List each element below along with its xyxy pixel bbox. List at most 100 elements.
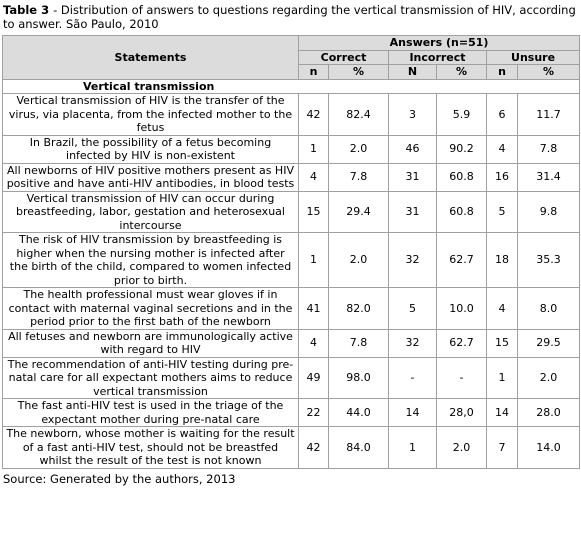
- value-cell: 2.0: [328, 134, 389, 164]
- table-row: All fetuses and newborn are immunologica…: [2, 328, 581, 358]
- table-row: The risk of HIV transmission by breastfe…: [2, 232, 581, 288]
- value-cell: 1: [298, 232, 329, 288]
- value-cell: 8.0: [516, 287, 581, 330]
- value-cell: 4: [298, 162, 329, 192]
- value-cell: 7.8: [328, 328, 389, 358]
- sub-header: %: [436, 64, 487, 80]
- statement-cell: In Brazil, the possibility of a fetus be…: [2, 134, 299, 164]
- value-cell: 42: [298, 426, 329, 469]
- value-cell: 2.0: [516, 356, 581, 399]
- value-cell: 16: [486, 162, 518, 192]
- value-cell: 7.8: [328, 162, 389, 192]
- value-cell: 5.9: [436, 93, 487, 136]
- value-cell: 5: [388, 287, 437, 330]
- value-cell: 4: [486, 287, 518, 330]
- value-cell: 5: [486, 190, 518, 233]
- value-cell: 7: [486, 426, 518, 469]
- value-cell: 84.0: [328, 426, 389, 469]
- value-cell: 60.8: [436, 190, 487, 233]
- value-cell: 14: [388, 398, 437, 427]
- table-row: The newborn, whose mother is waiting for…: [2, 426, 581, 469]
- value-cell: 31: [388, 190, 437, 233]
- value-cell: 15: [298, 190, 329, 233]
- value-cell: 28,0: [436, 398, 487, 427]
- statement-cell: The risk of HIV transmission by breastfe…: [2, 232, 299, 288]
- value-cell: 14.0: [516, 426, 581, 469]
- group-header: Incorrect: [388, 49, 487, 65]
- table-row: All newborns of HIV positive mothers pre…: [2, 162, 581, 192]
- value-cell: 31.4: [516, 162, 581, 192]
- statement-cell: All newborns of HIV positive mothers pre…: [2, 162, 299, 192]
- sub-header: n: [486, 64, 518, 80]
- sub-header: %: [328, 64, 389, 80]
- value-cell: 29.4: [328, 190, 389, 233]
- source: Source: Generated by the authors, 2013: [3, 471, 236, 486]
- value-cell: 11.7: [516, 93, 581, 136]
- value-cell: 2.0: [328, 232, 389, 288]
- table-row: The health professional must wear gloves…: [2, 287, 581, 330]
- statement-cell: The newborn, whose mother is waiting for…: [2, 426, 299, 469]
- value-cell: 60.8: [436, 162, 487, 192]
- value-cell: 35.3: [516, 232, 581, 288]
- caption-label: Table 3: [3, 3, 50, 17]
- value-cell: -: [388, 356, 437, 399]
- table-row: Vertical transmission of HIV is the tran…: [2, 93, 581, 136]
- statement-cell: Vertical transmission of HIV can occur d…: [2, 190, 299, 233]
- value-cell: 44.0: [328, 398, 389, 427]
- statement-cell: The fast anti-HIV test is used in the tr…: [2, 398, 299, 427]
- value-cell: 28.0: [516, 398, 581, 427]
- page: Table 3- Distribution of answers to ques…: [0, 3, 581, 554]
- value-cell: 4: [486, 134, 518, 164]
- value-cell: 18: [486, 232, 518, 288]
- value-cell: 1: [298, 134, 329, 164]
- statements-header: Statements: [2, 35, 299, 80]
- value-cell: 29.5: [516, 328, 581, 358]
- table: Statements Answers (n=51) Correct Incorrec…: [1, 35, 581, 469]
- value-cell: 15: [486, 328, 518, 358]
- value-cell: -: [436, 356, 487, 399]
- value-cell: 32: [388, 232, 437, 288]
- table-row: The recommendation of anti-HIV testing d…: [2, 356, 581, 399]
- statement-cell: All fetuses and newborn are immunologica…: [2, 328, 299, 358]
- value-cell: 10.0: [436, 287, 487, 330]
- value-cell: 9.8: [516, 190, 581, 233]
- value-cell: 2.0: [436, 426, 487, 469]
- sub-header: n: [298, 64, 329, 80]
- caption: Table 3- Distribution of answers to ques…: [3, 3, 578, 31]
- answers-header: Answers (n=51): [297, 35, 581, 51]
- statement-cell: The health professional must wear gloves…: [2, 287, 299, 330]
- sub-header: N: [388, 64, 437, 80]
- value-cell: 82.0: [328, 287, 389, 330]
- value-cell: 7.8: [516, 134, 581, 164]
- table-body: Vertical transmission Vertical transmiss…: [1, 78, 581, 469]
- value-cell: 62.7: [436, 328, 487, 358]
- table-row: Vertical transmission of HIV can occur d…: [2, 190, 581, 233]
- value-cell: 41: [298, 287, 329, 330]
- value-cell: 1: [388, 426, 437, 469]
- group-header: Unsure: [485, 49, 581, 65]
- table-row: The fast anti-HIV test is used in the tr…: [2, 398, 581, 427]
- value-cell: 82.4: [328, 93, 389, 136]
- value-cell: 31: [388, 162, 437, 192]
- value-cell: 42: [298, 93, 329, 136]
- value-cell: 4: [298, 328, 329, 358]
- caption-text: - Distribution of answers to questions r…: [3, 3, 576, 31]
- table-row: In Brazil, the possibility of a fetus be…: [2, 134, 581, 164]
- value-cell: 62.7: [436, 232, 487, 288]
- group-header: Correct: [298, 49, 389, 65]
- table-head: Statements Answers (n=51) Correct Incorrec…: [2, 35, 581, 80]
- value-cell: 6: [486, 93, 518, 136]
- sub-header: %: [516, 64, 581, 80]
- value-cell: 46: [388, 134, 437, 164]
- value-cell: 3: [388, 93, 437, 136]
- value-cell: 1: [486, 356, 518, 399]
- value-cell: 32: [388, 328, 437, 358]
- statement-cell: The recommendation of anti-HIV testing d…: [2, 356, 299, 399]
- value-cell: 22: [298, 398, 329, 427]
- value-cell: 14: [486, 398, 518, 427]
- value-cell: 98.0: [328, 356, 389, 399]
- section-header: Vertical transmission: [1, 78, 581, 94]
- value-cell: 49: [298, 356, 329, 399]
- statement-cell: Vertical transmission of HIV is the tran…: [2, 93, 299, 136]
- value-cell: 90.2: [436, 134, 487, 164]
